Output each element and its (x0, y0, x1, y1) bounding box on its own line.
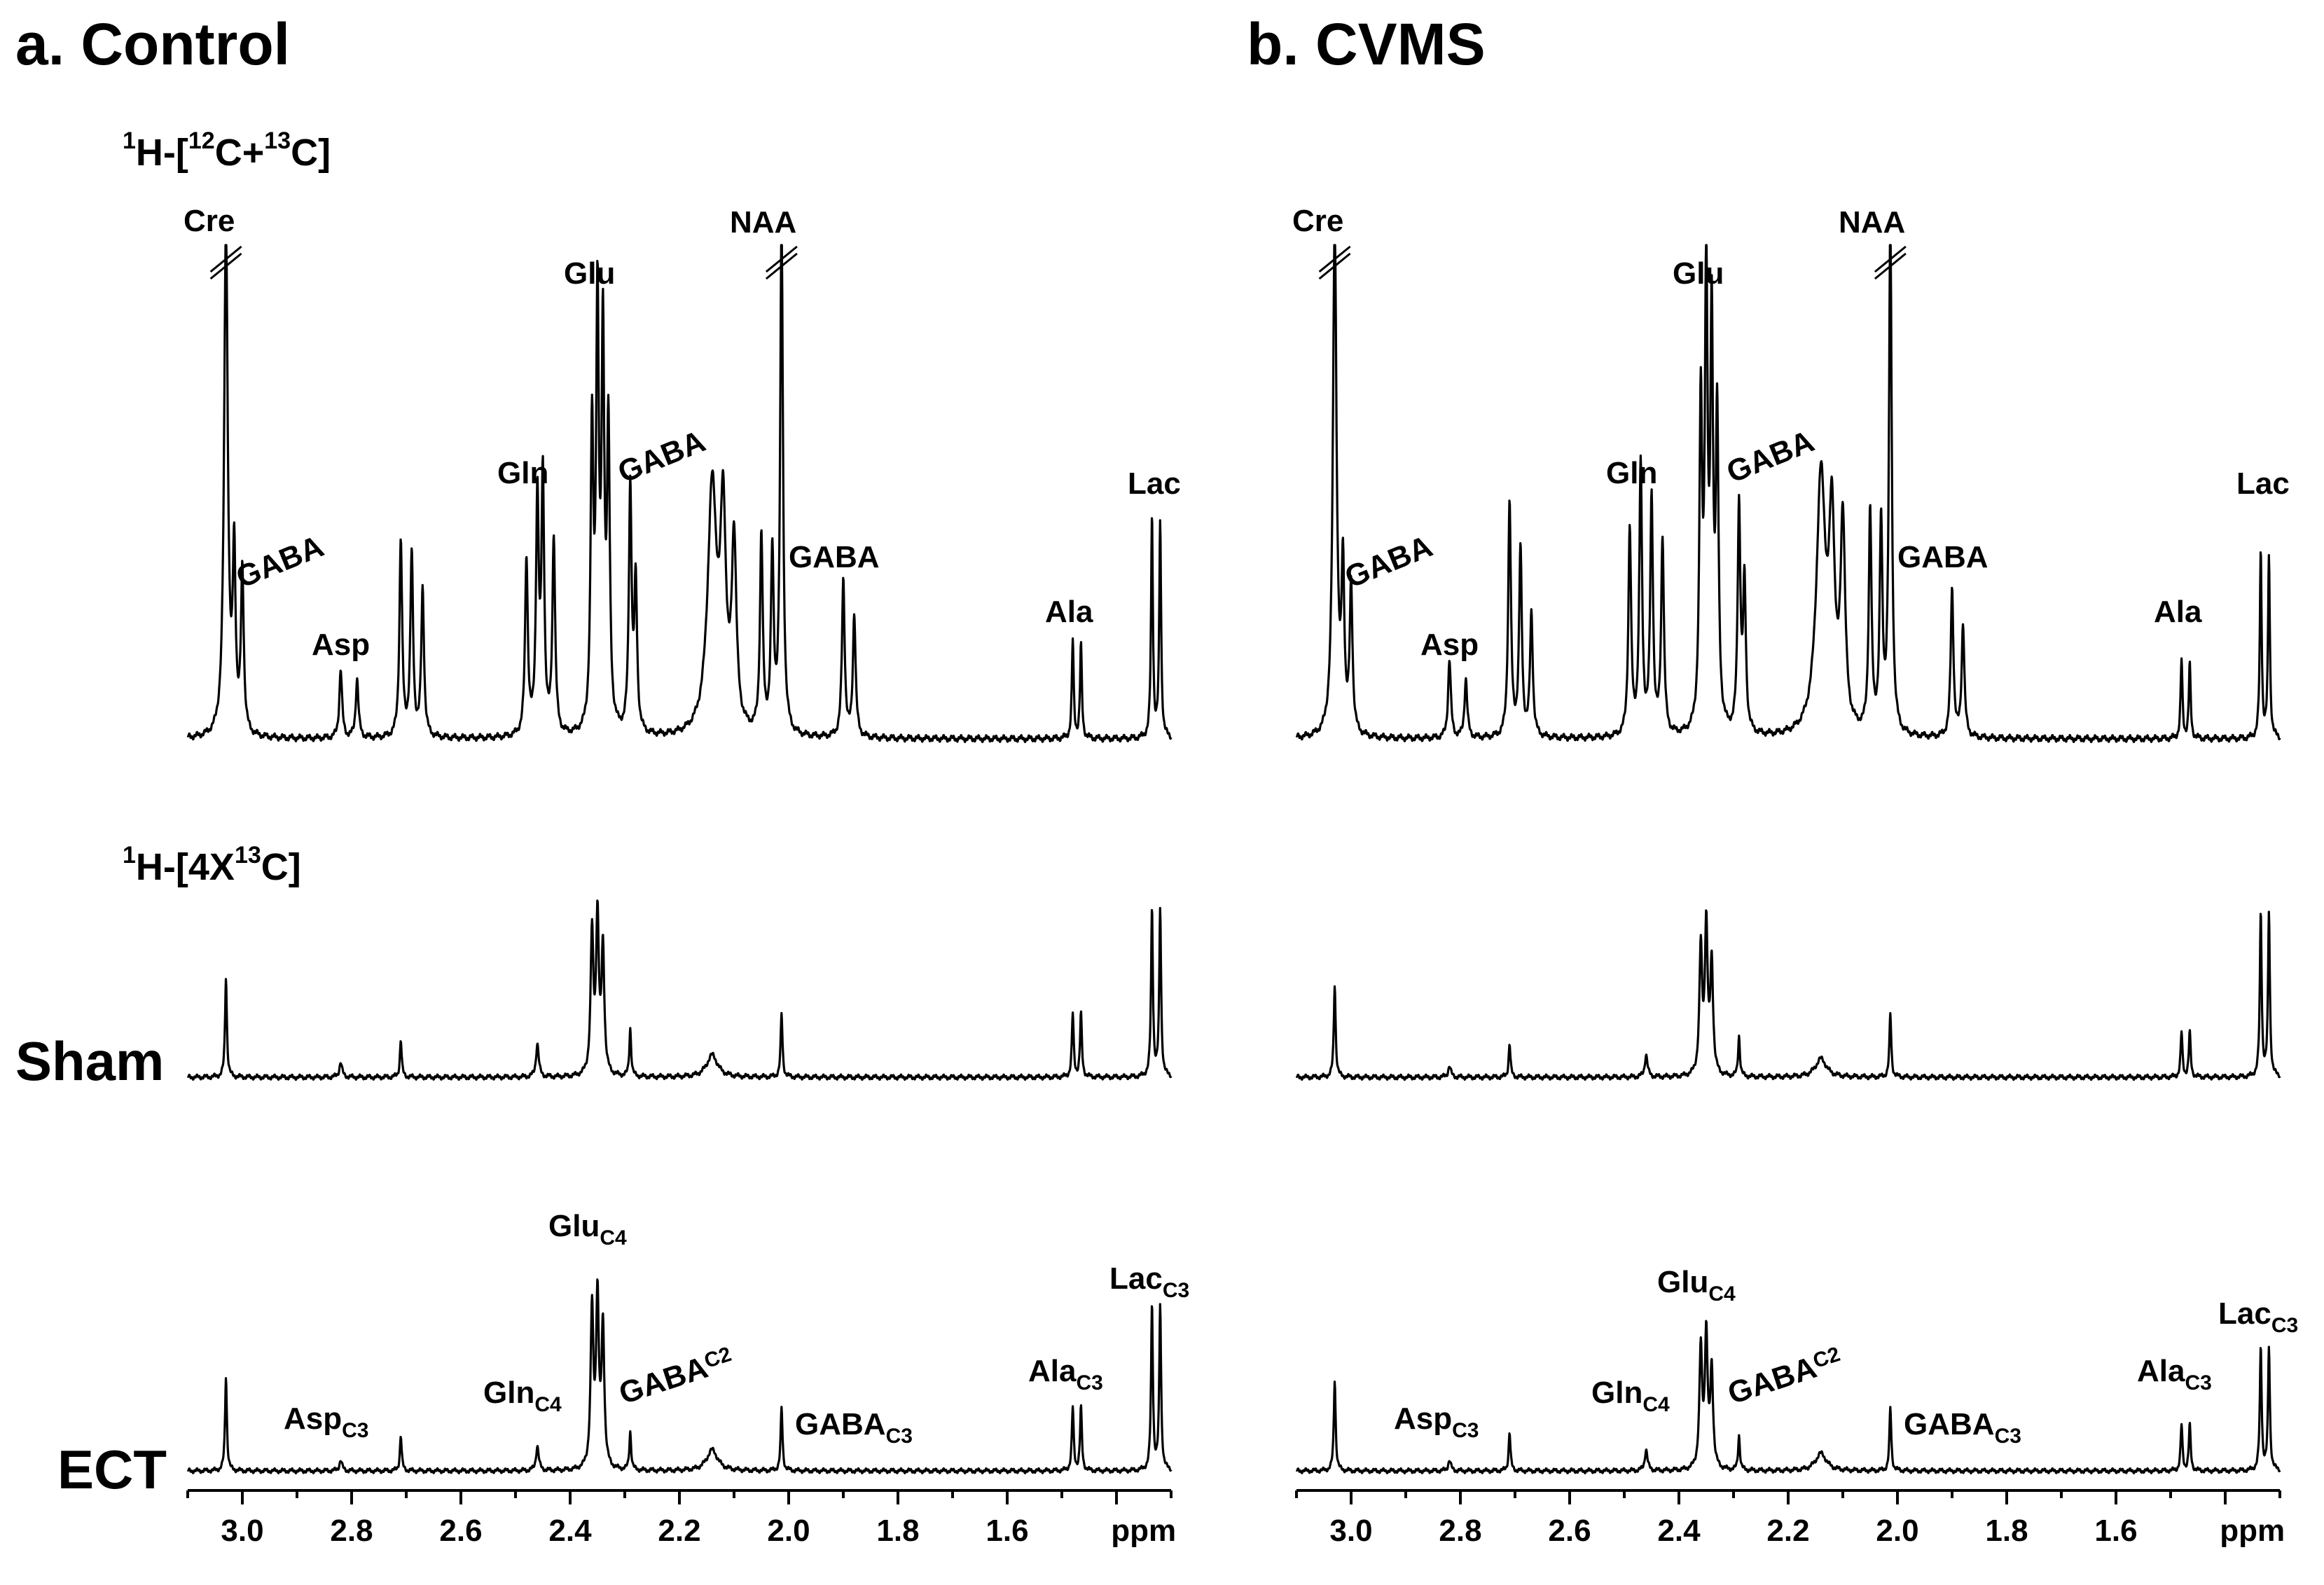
truncation-marks (209, 245, 1907, 280)
x-axis-unit-label: ppm (1111, 1514, 1176, 1548)
x-tick-label: 1.8 (876, 1514, 919, 1548)
header-labeled-end: C] (261, 846, 301, 888)
header-total-mid: C+ (215, 132, 265, 174)
x-tick-label: 3.0 (1329, 1514, 1372, 1548)
x-tick-label: 1.6 (985, 1514, 1028, 1548)
header-total-sup1: 1 (123, 127, 136, 154)
truncation-mark (1318, 252, 1351, 280)
label-gaba-c2: GABAC2 (615, 1342, 738, 1411)
x-tick-label: 3.0 (221, 1514, 263, 1548)
annotations-bottom-a: AspC3 GlnC4 GluC4 GABAC2 GABAC3 AlaC3 La… (284, 1209, 1189, 1448)
spectrum-trace-a-1 (186, 899, 1173, 1081)
label-gaba: GABA (789, 540, 880, 574)
header-labeled-sup3: 13 (235, 842, 261, 868)
annotations-top-b: Cre GABA Asp Gln Glu GABA NAA GABA Ala L… (1292, 204, 2290, 662)
header-labeled-sup1: 1 (123, 842, 136, 868)
truncation-mark (209, 245, 242, 273)
x-tick-label: 2.2 (658, 1514, 700, 1548)
truncation-mark (1318, 245, 1351, 273)
header-total-sup3: 13 (264, 127, 291, 154)
label-ala: Ala (1045, 595, 1093, 629)
label-gln-c4: GlnC4 (1591, 1376, 1670, 1416)
header-total-sup2: 12 (188, 127, 215, 154)
label-cre: Cre (1292, 204, 1343, 238)
label-gaba: GABA (1897, 540, 1988, 574)
x-tick-label: 2.6 (1548, 1514, 1591, 1548)
x-tick-label: 2.4 (1657, 1514, 1701, 1548)
spectrum-trace-a-0 (186, 244, 1173, 743)
annotations-top-a: Cre GABA Asp Gln Glu GABA NAA GABA Ala L… (184, 204, 1181, 662)
label-cre: Cre (184, 204, 235, 238)
label-glu: Glu (1673, 256, 1724, 291)
x-tick-label: 2.6 (439, 1514, 482, 1548)
x-axes: 3.0 2.8 2.6 2.4 2.2 2.0 1.8 1.6 ppm 3.0 2.8 2.6 2.4 2… (186, 1489, 2285, 1548)
spectrum-trace-b-1 (1295, 909, 2281, 1081)
label-lac: Lac (1128, 466, 1181, 501)
spectrum-trace-a-2 (186, 1278, 1173, 1474)
label-gaba-c2: GABAC2 (1724, 1342, 1846, 1411)
truncation-mark (765, 245, 798, 273)
x-tick-label: 2.2 (1766, 1514, 1809, 1548)
x-tick-label: 1.8 (1985, 1514, 2028, 1548)
header-total-base: H-[ (136, 132, 188, 174)
header-total-end: C] (291, 132, 331, 174)
label-gln-c4: GlnC4 (483, 1376, 562, 1416)
label-gaba-c3: GABAC3 (1904, 1407, 2021, 1448)
x-tick-label: 1.6 (2094, 1514, 2137, 1548)
label-gaba: GABA (1722, 424, 1818, 490)
truncation-mark (1874, 252, 1907, 280)
label-asp: Asp (312, 628, 370, 662)
spectrum-header-total: 1H-[12C+13C] (123, 127, 331, 174)
label-gaba: GABA (613, 424, 710, 490)
label-gaba-c3: GABAC3 (795, 1407, 913, 1448)
label-glu-c4: GluC4 (1657, 1265, 1736, 1306)
label-glu: Glu (564, 256, 615, 291)
x-tick-label: 2.8 (330, 1514, 373, 1548)
label-lac-c3: LacC3 (2218, 1296, 2298, 1337)
spectrum-header-labeled: 1H-[4X13C] (123, 842, 301, 888)
label-asp: Asp (1420, 628, 1479, 662)
panel-a-title: a. Control (15, 11, 290, 77)
label-lac: Lac (2236, 466, 2290, 501)
row-label-sham: Sham (15, 1030, 164, 1092)
x-axis-unit-label: ppm (2220, 1514, 2285, 1548)
label-lac-c3: LacC3 (1109, 1261, 1189, 1302)
truncation-mark (1874, 245, 1907, 273)
spectrum-trace-b-0 (1295, 244, 2281, 743)
header-labeled-base: H-[4X (136, 846, 235, 888)
label-asp-c3: AspC3 (1394, 1401, 1479, 1442)
x-tick-label: 2.4 (548, 1514, 592, 1548)
label-gln: Gln (1606, 456, 1657, 490)
truncation-mark (209, 252, 242, 280)
row-label-ect: ECT (57, 1439, 167, 1500)
x-tick-label: 2.8 (1439, 1514, 1481, 1548)
label-ala: Ala (2154, 595, 2202, 629)
label-naa: NAA (1839, 205, 1905, 240)
spectra-traces (186, 244, 2281, 1474)
label-gaba: GABA (1340, 529, 1437, 595)
annotations-bottom-b: AspC3 GlnC4 GluC4 GABAC2 GABAC3 AlaC3 La… (1394, 1265, 2298, 1448)
x-tick-label: 2.0 (767, 1514, 810, 1548)
label-ala-c3: AlaC3 (2137, 1354, 2212, 1394)
panel-b-title: b. CVMS (1247, 11, 1486, 77)
label-gaba: GABA (231, 529, 328, 595)
truncation-mark (765, 252, 798, 280)
label-asp-c3: AspC3 (284, 1401, 368, 1442)
label-gln: Gln (497, 456, 548, 490)
label-ala-c3: AlaC3 (1028, 1354, 1103, 1394)
label-naa: NAA (730, 205, 796, 240)
label-glu-c4: GluC4 (548, 1209, 627, 1250)
spectrum-trace-b-2 (1295, 1320, 2281, 1474)
x-tick-label: 2.0 (1876, 1514, 1918, 1548)
